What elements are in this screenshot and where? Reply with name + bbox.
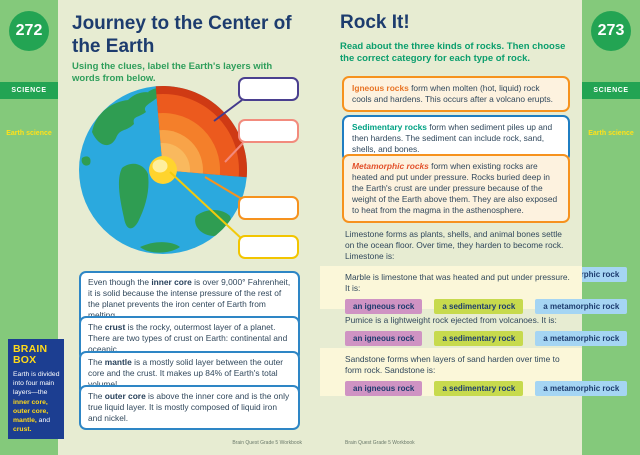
clue-box-outer-core: The outer core is above the inner core a… [79,385,300,430]
subject-tab-right: SCIENCE [582,82,640,99]
answer-box-outer-core[interactable] [238,196,299,220]
page-number-badge-right: 273 [591,11,631,51]
subject-tab-left: SCIENCE [0,82,58,99]
topic-label-right: Earth science [588,130,634,137]
question-text: Sandstone forms when layers of sand hard… [345,354,560,375]
footer-text-right: Brain Quest Grade 5 Workbook [345,440,415,446]
info-box-igneous: Igneous rocks form when molten (hot, liq… [342,76,570,113]
brain-box-body: Earth is divided into four main layers—t… [13,371,60,434]
option-row: an igneous rock a sedimentary rock a met… [345,330,628,346]
left-page-title: Journey to the Center of the Earth [72,13,292,58]
option-chip-igneous[interactable]: an igneous rock [345,298,423,314]
cutaway-layers [149,85,248,184]
topic-label-left: Earth science [6,130,52,137]
mantle-pointer-line [224,142,244,163]
question-block-sandstone: Sandstone forms when layers of sand hard… [320,348,628,396]
earth-cutaway-illustration [79,85,248,254]
option-chip-metamorphic[interactable]: a metamorphic rock [535,298,628,314]
footer-text-left: Brain Quest Grade 5 Workbook [232,440,302,446]
option-row: an igneous rock a sedimentary rock a met… [345,380,628,396]
question-text: Marble is limestone that was heated and … [345,272,570,293]
brain-box-title: BRAIN BOX [13,343,48,367]
option-chip-metamorphic[interactable]: a metamorphic rock [535,330,628,346]
page-number-badge-left: 272 [9,11,49,51]
option-chip-igneous[interactable]: an igneous rock [345,330,423,346]
brain-box: BRAIN BOX Earth is divided into four mai… [8,339,64,440]
option-chip-metamorphic[interactable]: a metamorphic rock [535,380,628,396]
option-chip-igneous[interactable]: an igneous rock [345,380,423,396]
crust-pointer-line [213,99,243,122]
outer-core-pointer-line [204,176,243,200]
right-page-instructions: Read about the three kinds of rocks. The… [340,41,566,65]
inner-core-pointer-line [169,171,243,240]
question-text: Limestone forms as plants, shells, and a… [345,229,564,261]
option-chip-sedimentary[interactable]: a sedimentary rock [434,330,524,346]
info-box-metamorphic: Metamorphic rocks form when existing roc… [342,154,570,224]
right-sidebar: 273 SCIENCE Earth science [582,0,640,455]
left-page-instructions: Using the clues, label the Earth's layer… [72,61,273,85]
answer-box-mantle[interactable] [238,119,299,143]
question-block-pumice: Pumice is a lightweight rock ejected fro… [320,309,628,353]
answer-box-inner-core[interactable] [238,235,299,259]
option-chip-sedimentary[interactable]: a sedimentary rock [434,380,524,396]
option-row: an igneous rock a sedimentary rock a met… [345,298,628,314]
question-block-marble: Marble is limestone that was heated and … [320,266,628,314]
option-chip-sedimentary[interactable]: a sedimentary rock [434,298,524,314]
right-page-title: Rock It! [340,12,410,33]
answer-box-crust[interactable] [238,77,299,101]
question-text: Pumice is a lightweight rock ejected fro… [345,315,557,325]
